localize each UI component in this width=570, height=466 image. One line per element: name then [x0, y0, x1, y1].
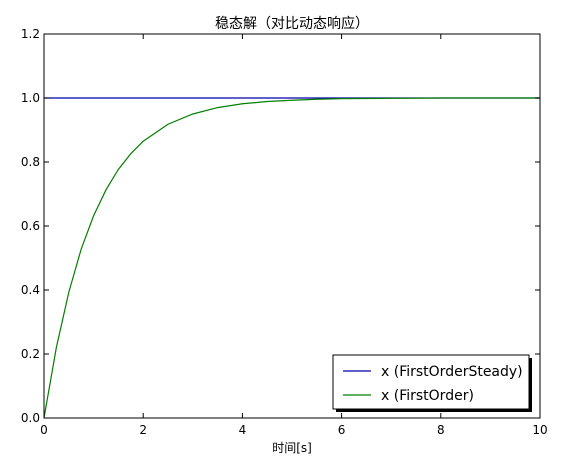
x-tick-label: 10	[532, 423, 547, 437]
y-tick-label: 0.2	[21, 347, 40, 361]
y-tick-label: 0.6	[21, 219, 40, 233]
x-tick-label: 6	[338, 423, 346, 437]
plot-frame	[43, 33, 541, 419]
x-tick-label: 2	[139, 423, 147, 437]
plot-area: 0 2 4 6 8 10 0.0 0.2 0.4 0.6 0.8 1.0 1.2 x (FirstOrde…	[21, 27, 548, 437]
y-tick-label: 0.4	[21, 283, 40, 297]
legend-label-2: x (FirstOrder)	[381, 388, 474, 404]
y-tick-label: 0.0	[21, 411, 40, 425]
y-tick-label: 0.8	[21, 155, 40, 169]
x-tick-label: 8	[437, 423, 445, 437]
x-axis-label: 时间[s]	[272, 441, 312, 455]
legend-label-1: x (FirstOrderSteady)	[381, 364, 523, 380]
legend: x (FirstOrderSteady) x (FirstOrder)	[332, 354, 532, 412]
series-line-2	[44, 97, 540, 418]
x-tick-label: 4	[239, 423, 247, 437]
x-tick-label: 0	[40, 423, 48, 437]
legend-box	[332, 354, 530, 410]
y-tick-label: 1.2	[21, 27, 40, 41]
y-tick-label: 1.0	[21, 91, 40, 105]
chart-title: 稳态解（对比动态响应）	[215, 15, 369, 32]
